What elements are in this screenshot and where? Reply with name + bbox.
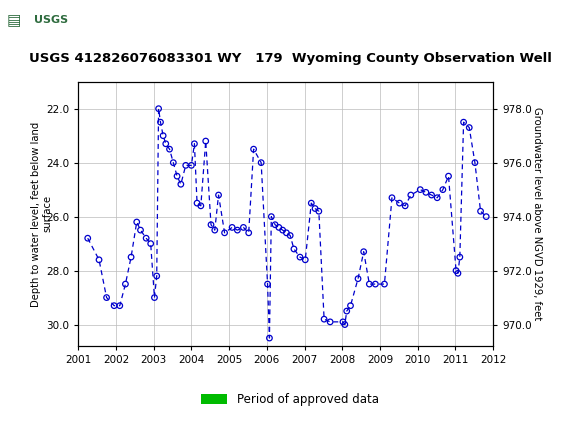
Point — [359, 248, 368, 255]
Point — [342, 307, 351, 314]
Point — [136, 227, 145, 233]
Point — [196, 203, 205, 209]
Point — [126, 254, 136, 261]
Point — [444, 173, 453, 180]
Point — [314, 208, 324, 215]
Point — [154, 105, 163, 112]
Point — [256, 159, 266, 166]
Legend: Period of approved data: Period of approved data — [197, 389, 383, 411]
Point — [454, 270, 463, 277]
Point — [395, 200, 404, 206]
Point — [300, 256, 310, 263]
Point — [325, 319, 335, 326]
Point — [278, 227, 287, 233]
Point — [470, 159, 480, 166]
Text: USGS 412826076083301 WY   179  Wyoming County Observation Well: USGS 412826076083301 WY 179 Wyoming Coun… — [28, 52, 552, 65]
Point — [406, 192, 415, 199]
Point — [132, 218, 142, 225]
Point — [346, 302, 355, 309]
Point — [83, 235, 92, 242]
Point — [176, 181, 186, 187]
Point — [102, 294, 111, 301]
Point — [161, 140, 171, 147]
Point — [476, 208, 485, 215]
Point — [210, 227, 219, 233]
Point — [227, 224, 237, 231]
Point — [481, 213, 491, 220]
Point — [169, 159, 178, 166]
Point — [187, 162, 196, 169]
Point — [158, 132, 168, 139]
Point — [172, 173, 182, 180]
Point — [282, 229, 291, 236]
Point — [206, 221, 216, 228]
Point — [401, 203, 410, 209]
Point — [438, 186, 448, 193]
Point — [193, 200, 202, 206]
Point — [142, 235, 151, 242]
Point — [214, 192, 223, 199]
Point — [416, 186, 425, 193]
Point — [307, 200, 316, 206]
Text: ▤: ▤ — [7, 13, 21, 28]
FancyBboxPatch shape — [5, 3, 86, 37]
Point — [455, 254, 465, 261]
Point — [285, 232, 295, 239]
Point — [267, 213, 276, 220]
Y-axis label: Depth to water level, feet below land
surface: Depth to water level, feet below land su… — [31, 121, 53, 307]
Point — [181, 162, 190, 169]
Point — [451, 267, 461, 274]
Point — [371, 281, 380, 288]
Point — [270, 221, 280, 228]
Point — [165, 146, 174, 153]
Point — [353, 275, 362, 282]
Point — [146, 240, 155, 247]
Point — [310, 205, 320, 212]
Point — [115, 302, 125, 309]
Point — [365, 281, 374, 288]
Text: USGS: USGS — [34, 15, 68, 25]
Point — [190, 140, 199, 147]
Point — [233, 227, 242, 233]
Point — [239, 224, 248, 231]
Point — [220, 229, 229, 236]
Point — [421, 189, 430, 196]
Point — [295, 254, 305, 261]
Point — [265, 335, 274, 341]
Point — [320, 316, 329, 322]
Point — [338, 319, 347, 326]
Point — [121, 281, 130, 288]
Point — [289, 246, 299, 252]
Point — [249, 146, 258, 153]
Point — [459, 119, 468, 126]
Point — [110, 302, 119, 309]
Point — [465, 124, 474, 131]
Point — [427, 192, 436, 199]
Point — [274, 224, 284, 231]
Point — [150, 294, 159, 301]
Point — [152, 273, 161, 280]
Point — [340, 321, 350, 328]
Point — [433, 194, 442, 201]
Point — [156, 119, 165, 126]
Point — [263, 281, 272, 288]
Point — [380, 281, 389, 288]
Point — [387, 194, 397, 201]
Point — [95, 256, 104, 263]
Point — [201, 138, 211, 144]
Y-axis label: Groundwater level above NGVD 1929, feet: Groundwater level above NGVD 1929, feet — [532, 108, 542, 320]
Point — [244, 229, 253, 236]
